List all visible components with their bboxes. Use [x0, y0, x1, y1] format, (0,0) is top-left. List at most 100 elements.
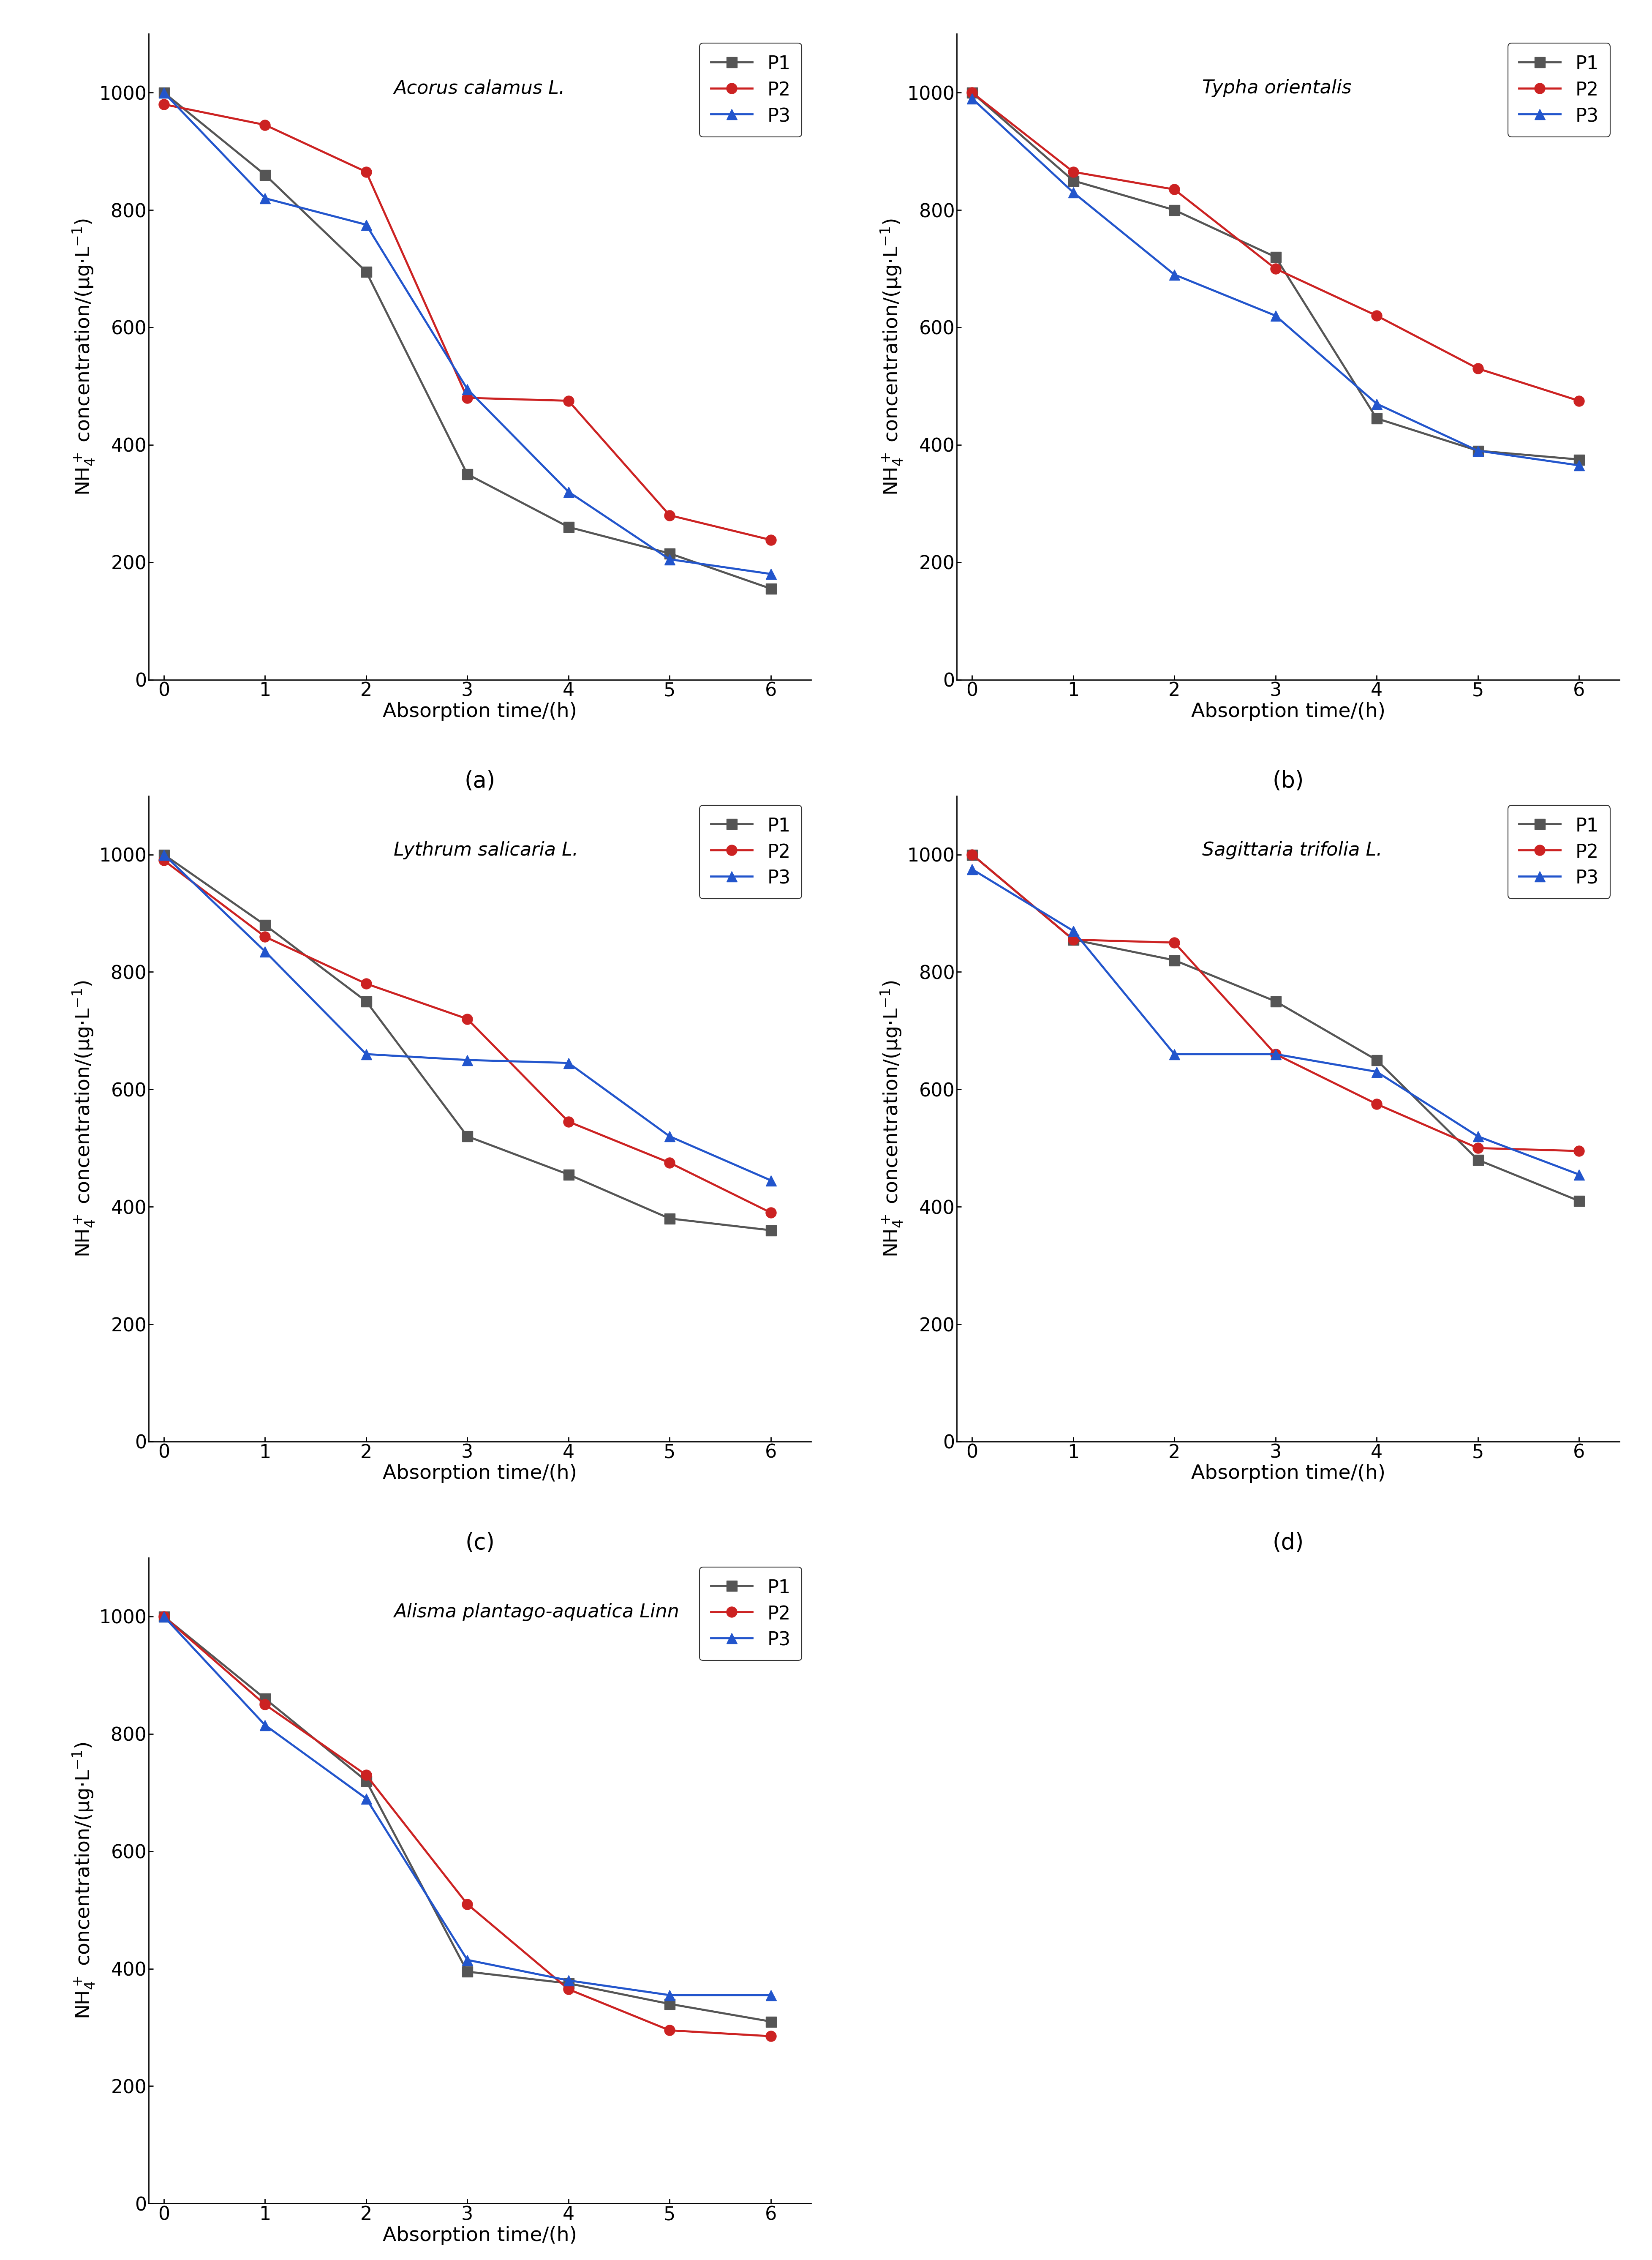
P3: [154, 841, 173, 868]
Legend: P1, P2, P3: P1, P2, P3: [699, 1566, 801, 1661]
P1: [1366, 1046, 1386, 1073]
P2: [558, 1107, 578, 1135]
P2: [1569, 386, 1589, 414]
P3: [1366, 391, 1386, 418]
P2: [1467, 1135, 1487, 1162]
P3: [254, 938, 274, 965]
P1: [558, 1162, 578, 1189]
P1: [154, 1602, 173, 1629]
P2: [558, 386, 578, 414]
P3: [659, 545, 679, 572]
P1: [458, 1123, 477, 1150]
Line: P1: P1: [966, 88, 1584, 466]
P2: [1366, 303, 1386, 330]
P1: [254, 911, 274, 938]
P1: [1062, 927, 1082, 954]
P2: [357, 970, 377, 997]
Text: (b): (b): [1272, 771, 1303, 791]
P2: [254, 1690, 274, 1718]
P3: [1467, 1123, 1487, 1150]
Text: (c): (c): [466, 1532, 494, 1555]
Legend: P1, P2, P3: P1, P2, P3: [699, 805, 801, 899]
Y-axis label: NH$_4^+$ concentration/(μg·L$^{-1}$): NH$_4^+$ concentration/(μg·L$^{-1}$): [879, 219, 905, 495]
Line: P2: P2: [159, 99, 776, 545]
P1: [357, 258, 377, 285]
P3: [458, 375, 477, 402]
P1: [1467, 1146, 1487, 1173]
P3: [1062, 918, 1082, 945]
P3: [458, 1946, 477, 1973]
P2: [1366, 1092, 1386, 1119]
Text: Lythrum salicaria L.: Lythrum salicaria L.: [393, 841, 578, 859]
P1: [558, 513, 578, 540]
Legend: P1, P2, P3: P1, P2, P3: [1507, 805, 1609, 899]
P1: [1569, 1186, 1589, 1214]
P3: [254, 1711, 274, 1738]
P1: [760, 2007, 780, 2034]
P2: [357, 158, 377, 185]
Line: P1: P1: [966, 850, 1584, 1207]
P2: [1062, 927, 1082, 954]
P1: [659, 1205, 679, 1232]
P2: [659, 1148, 679, 1175]
P3: [760, 1982, 780, 2009]
P2: [154, 1602, 173, 1629]
P1: [1265, 988, 1285, 1015]
P1: [961, 79, 981, 106]
P3: [1569, 1162, 1589, 1189]
P1: [760, 574, 780, 601]
Y-axis label: NH$_4^+$ concentration/(μg·L$^{-1}$): NH$_4^+$ concentration/(μg·L$^{-1}$): [879, 981, 905, 1257]
Line: P3: P3: [966, 93, 1584, 470]
Y-axis label: NH$_4^+$ concentration/(μg·L$^{-1}$): NH$_4^+$ concentration/(μg·L$^{-1}$): [71, 981, 96, 1257]
P3: [458, 1046, 477, 1073]
P2: [961, 841, 981, 868]
X-axis label: Absorption time/(h): Absorption time/(h): [383, 703, 577, 721]
P1: [558, 1971, 578, 1998]
P1: [154, 841, 173, 868]
P2: [458, 1006, 477, 1033]
P2: [1165, 176, 1184, 203]
P1: [458, 461, 477, 488]
P3: [961, 86, 981, 113]
P3: [357, 1785, 377, 1813]
Line: P2: P2: [966, 850, 1584, 1157]
P1: [1265, 244, 1285, 271]
P3: [1569, 452, 1589, 479]
P2: [760, 1200, 780, 1227]
P1: [961, 841, 981, 868]
P3: [961, 857, 981, 884]
P2: [357, 1761, 377, 1788]
P2: [760, 527, 780, 554]
Line: P3: P3: [159, 1611, 776, 2000]
P2: [1062, 158, 1082, 185]
P1: [1062, 167, 1082, 194]
P3: [558, 1966, 578, 1993]
Text: (a): (a): [464, 771, 496, 791]
P3: [760, 560, 780, 588]
P2: [760, 2023, 780, 2050]
P3: [1467, 436, 1487, 463]
P2: [1265, 255, 1285, 282]
P3: [154, 1602, 173, 1629]
P3: [1366, 1058, 1386, 1085]
P2: [254, 111, 274, 138]
P3: [1165, 1040, 1184, 1067]
Line: P3: P3: [159, 88, 776, 579]
P1: [1165, 197, 1184, 224]
P3: [1265, 303, 1285, 330]
P1: [357, 1767, 377, 1794]
Line: P2: P2: [159, 854, 776, 1218]
P1: [154, 79, 173, 106]
P3: [1062, 179, 1082, 206]
Text: (d): (d): [1272, 1532, 1303, 1555]
Legend: P1, P2, P3: P1, P2, P3: [1507, 43, 1609, 138]
P3: [760, 1166, 780, 1193]
Line: P3: P3: [159, 850, 776, 1186]
Legend: P1, P2, P3: P1, P2, P3: [699, 43, 801, 138]
P1: [254, 1686, 274, 1713]
P2: [458, 384, 477, 411]
P2: [659, 2016, 679, 2043]
X-axis label: Absorption time/(h): Absorption time/(h): [1191, 703, 1384, 721]
Line: P1: P1: [159, 850, 776, 1236]
P1: [760, 1216, 780, 1243]
